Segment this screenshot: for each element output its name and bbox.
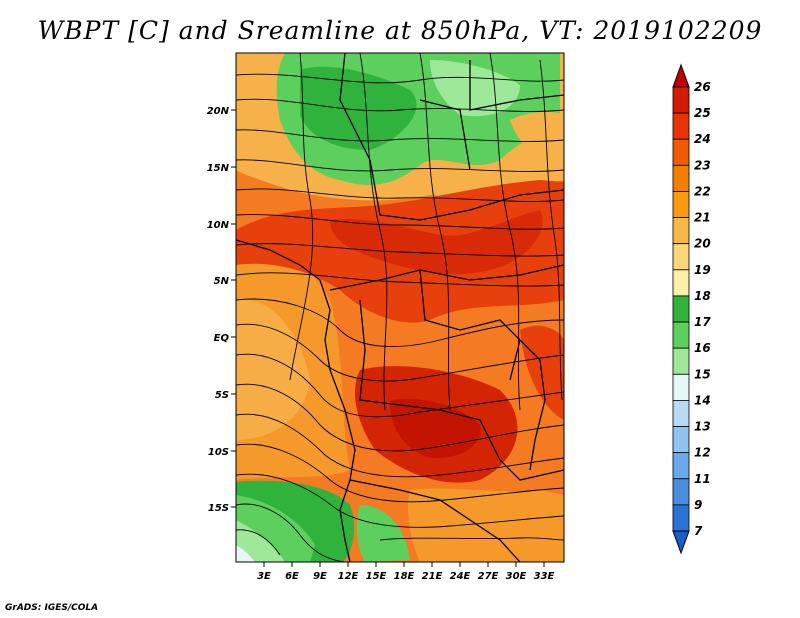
colorbar-segment — [672, 191, 690, 218]
colorbar-segment — [672, 112, 690, 140]
colorbar: 26 25 24 23 22 21 20 19 18 17 16 15 14 13 12 11 9 7 — [672, 63, 711, 555]
colorbar-label: 21 — [694, 211, 711, 225]
colorbar-segment — [672, 86, 690, 114]
colorbar-bottom-arrow — [672, 530, 690, 555]
colorbar-segment — [672, 373, 690, 401]
streamlines — [236, 53, 564, 562]
colorbar-label: 24 — [694, 132, 711, 146]
colorbar-label: 16 — [694, 341, 711, 355]
colorbar-segment — [672, 426, 690, 454]
colorbar-segment — [672, 217, 690, 245]
colorbar-label: 18 — [694, 289, 711, 303]
latitude-axis — [231, 109, 236, 508]
lat-label: 10N — [207, 220, 230, 231]
colorbar-label: 14 — [694, 393, 711, 407]
colorbar-segment — [672, 164, 690, 192]
colorbar-label: 12 — [694, 446, 711, 460]
colorbar-segment — [672, 321, 690, 349]
colorbar-top-arrow — [672, 63, 690, 88]
colorbar-label: 11 — [694, 472, 711, 486]
lon-label: 18E — [394, 571, 415, 582]
colorbar-label: 13 — [694, 420, 711, 434]
longitude-labels: 3E 6E 9E 12E 15E 18E 21E 24E 27E 30E 33E — [257, 571, 554, 582]
wbpt-field — [236, 53, 564, 562]
colorbar-segment — [672, 400, 690, 427]
map-frame — [235, 52, 565, 563]
colorbar-segment — [672, 478, 690, 506]
colorbar-segment — [672, 269, 690, 297]
lon-label: 12E — [338, 571, 359, 582]
lon-label: 21E — [422, 571, 443, 582]
colorbar-label: 15 — [694, 367, 711, 381]
lon-label: 27E — [478, 571, 499, 582]
colorbar-label: 20 — [694, 237, 711, 251]
colorbar-label: 7 — [694, 524, 703, 538]
colorbar-segment — [672, 347, 690, 375]
colorbar-label: 17 — [694, 315, 711, 329]
lat-label: 5S — [215, 390, 229, 401]
colorbar-segment — [672, 243, 690, 271]
colorbar-segment — [672, 295, 690, 323]
lat-label: 10S — [208, 447, 229, 458]
colorbar-label: 22 — [694, 184, 711, 198]
lat-label: 20N — [207, 106, 230, 117]
lon-label: 3E — [257, 571, 271, 582]
colorbar-label: 25 — [694, 106, 711, 120]
colorbar-label: 9 — [694, 498, 702, 512]
credit-text: GrADS: IGES/COLA — [5, 603, 99, 613]
lat-label: 15N — [207, 163, 230, 174]
chart-title: WBPT [C] and Sreamline at 850hPa, VT: 20… — [37, 16, 763, 45]
colorbar-label: 26 — [694, 80, 711, 94]
lon-label: 15E — [366, 571, 387, 582]
latitude-labels: 20N 15N 10N 5N EQ 5S 10S 15S — [207, 106, 230, 514]
colorbar-segment — [672, 452, 690, 480]
lon-label: 9E — [313, 571, 327, 582]
colorbar-label: 23 — [694, 158, 711, 172]
longitude-axis — [263, 562, 545, 567]
lon-label: 33E — [534, 571, 555, 582]
lon-label: 24E — [450, 571, 471, 582]
country-borders — [236, 53, 564, 562]
lon-label: 6E — [285, 571, 299, 582]
lon-label: 30E — [506, 571, 527, 582]
colorbar-segment — [672, 504, 690, 532]
colorbar-label: 19 — [694, 263, 711, 277]
colorbar-segment — [672, 138, 690, 166]
lat-label: 5N — [214, 276, 230, 287]
lat-label: 15S — [208, 503, 229, 514]
lat-label: EQ — [214, 333, 230, 344]
